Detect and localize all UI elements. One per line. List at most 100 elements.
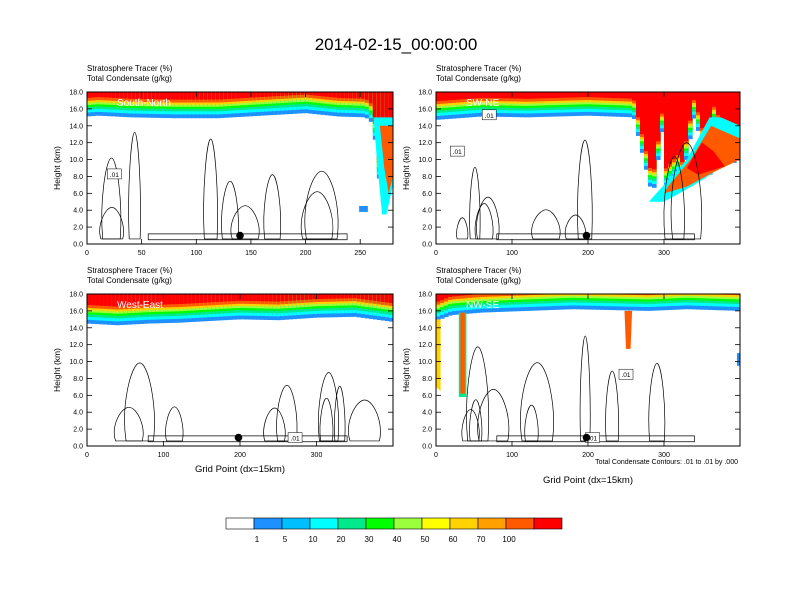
condensate-contour <box>579 335 591 442</box>
y-tick-label: 18.0 <box>418 90 432 97</box>
x-tick-label: 0 <box>434 250 438 257</box>
colorbar-swatch <box>253 517 283 530</box>
tracer-band <box>272 92 277 97</box>
tracer-band <box>147 92 153 100</box>
x-tick-label: 100 <box>506 250 518 257</box>
cross-section-center-dot <box>236 231 244 240</box>
tracer-band <box>464 294 469 299</box>
tracer-band <box>520 92 525 99</box>
tracer-band <box>600 92 605 98</box>
tracer-band <box>680 294 685 296</box>
tracer-band <box>552 294 557 297</box>
tracer-intrusion <box>436 319 441 392</box>
tracer-band <box>508 294 513 296</box>
tracer-band <box>564 92 569 98</box>
colorbar-swatch <box>505 517 535 530</box>
tracer-band <box>436 294 441 302</box>
tracer-band <box>632 294 637 298</box>
tracer-band <box>143 92 148 100</box>
tracer-band <box>272 294 277 302</box>
y-tick-label: 4.0 <box>422 410 432 417</box>
tracer-band <box>171 92 177 100</box>
tracer-band <box>344 294 350 299</box>
x-tick-label: 100 <box>190 250 202 257</box>
panel-subtitle-tracer: Stratosphere Tracer (%) <box>87 64 173 73</box>
tracer-band <box>580 294 585 296</box>
tracer-band <box>276 92 281 97</box>
tracer-band <box>676 294 681 297</box>
tracer-band <box>452 294 457 300</box>
tracer-band <box>712 294 717 297</box>
x-tick-label: 200 <box>234 452 246 459</box>
y-axis-label: Height (km) <box>52 146 62 190</box>
tracer-band <box>684 92 689 142</box>
tracer-band <box>576 294 581 296</box>
colorbar-label: 20 <box>337 535 346 544</box>
tracer-band <box>572 294 577 296</box>
condensate-contour <box>605 370 619 442</box>
tracer-band <box>300 92 306 95</box>
tracer-band <box>512 294 517 298</box>
tracer-band <box>195 92 201 100</box>
colorbar-label: 10 <box>309 535 318 544</box>
tracer-band <box>103 92 108 98</box>
tracer-band <box>712 92 717 107</box>
low-cloud-contour <box>496 233 695 241</box>
condensate-contour <box>520 362 554 442</box>
tracer-band <box>556 92 561 98</box>
tracer-band <box>516 294 521 298</box>
tracer-band <box>368 294 374 301</box>
tracer-band <box>296 92 301 95</box>
tracer-band <box>624 294 629 297</box>
y-tick-label: 14.0 <box>69 325 83 332</box>
tracer-band <box>656 92 661 142</box>
tracer-band <box>484 294 489 297</box>
tracer-band <box>456 92 461 100</box>
tracer-band <box>256 294 261 302</box>
condensate-contour <box>230 205 260 240</box>
colorbar-swatch <box>477 517 507 530</box>
tracer-band <box>512 92 517 99</box>
tracer-band <box>588 92 593 98</box>
tracer-band <box>456 294 461 299</box>
tracer-band <box>580 294 585 299</box>
y-tick-label: 8.0 <box>422 174 432 181</box>
tracer-band <box>264 294 269 302</box>
tracer-band <box>496 294 501 297</box>
tracer-band <box>316 294 322 300</box>
tracer-band <box>103 294 108 306</box>
tracer-band <box>648 294 653 298</box>
tracer-band <box>292 92 297 96</box>
tracer-band <box>564 294 569 299</box>
tracer-band <box>231 294 237 302</box>
tracer-band <box>352 92 358 99</box>
tracer-band <box>660 92 665 114</box>
tracer-band <box>119 92 124 99</box>
tracer-band <box>308 294 314 300</box>
tracer-band <box>448 92 453 101</box>
tracer-band <box>644 294 649 296</box>
y-tick-label: 8.0 <box>73 174 83 181</box>
tracer-band <box>139 294 144 306</box>
tracer-band <box>508 92 513 99</box>
panel-frame <box>86 91 394 245</box>
tracer-band <box>704 294 709 297</box>
tracer-band <box>460 294 465 296</box>
tracer-band <box>284 294 289 302</box>
tracer-band <box>680 294 685 299</box>
tracer-band <box>107 294 112 307</box>
tracer-band <box>708 294 713 297</box>
x-tick-label: 200 <box>582 250 594 257</box>
tracer-band <box>183 92 189 100</box>
tracer-band <box>644 294 649 298</box>
y-tick-label: 6.0 <box>73 191 83 198</box>
contour-label-box <box>107 168 122 180</box>
tracer-band <box>584 92 589 98</box>
y-tick-label: 10.0 <box>69 359 83 366</box>
tracer-band <box>696 294 701 297</box>
tracer-band <box>211 92 217 100</box>
y-tick-label: 10.0 <box>418 359 432 366</box>
tracer-band <box>244 92 249 98</box>
tracer-band <box>672 92 677 160</box>
